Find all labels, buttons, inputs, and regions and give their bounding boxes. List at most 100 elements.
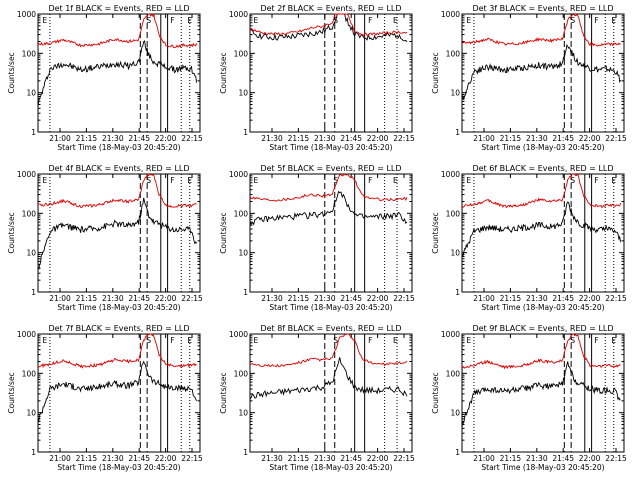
x-tick-label: 21:15 (76, 294, 98, 303)
plot-frame (37, 173, 201, 293)
x-tick-label: 21:15 (500, 134, 522, 143)
y-tick-label: 1 (31, 128, 36, 137)
x-tick-label: 21:45 (552, 294, 574, 303)
interval-marker-label: F (170, 336, 174, 345)
panel-4: Det 4f BLACK = Events, RED = LLD 1 10 100 10… (7, 164, 203, 312)
panel-5: Det 5f BLACK = Events, RED = LLD 1 10 100 10… (219, 164, 415, 312)
x-axis-label: Start Time (18-May-03 20:45:20) (481, 463, 604, 472)
panel-title: Det 9f BLACK = Events, RED = LLD (472, 324, 613, 333)
plot-frame (461, 173, 625, 293)
panel-3: Det 3f BLACK = Events, RED = LLD 1 10 100 10… (431, 4, 627, 152)
interval-marker-label: E (466, 16, 471, 25)
x-axis-label: Start Time (18-May-03 20:45:20) (269, 303, 392, 312)
y-tick-label: 1000 (441, 330, 460, 339)
interval-marker-label: E (393, 336, 398, 345)
x-tick-label: 22:00 (367, 134, 389, 143)
y-tick-label: 1 (455, 288, 460, 297)
interval-marker-label: S (333, 176, 338, 185)
lld-series-line (249, 173, 408, 202)
y-axis-label: Counts/sec (431, 52, 440, 93)
events-series-line (37, 197, 197, 270)
y-tick-label: 1000 (441, 10, 460, 19)
events-series-line (461, 43, 621, 101)
interval-marker-label: F (368, 16, 372, 25)
x-tick-label: 21:30 (314, 134, 336, 143)
interval-marker-label: E (42, 16, 47, 25)
interval-marker-label: E (253, 176, 258, 185)
x-tick-label: 21:15 (500, 294, 522, 303)
x-tick-label: 22:15 (181, 294, 203, 303)
x-axis-label: Start Time (18-May-03 20:45:20) (57, 463, 180, 472)
lld-series-line (37, 173, 197, 208)
events-series-line (37, 40, 198, 108)
y-tick-label: 1000 (229, 330, 248, 339)
y-tick-label: 1 (31, 448, 36, 457)
interval-marker-label: F (368, 176, 372, 185)
y-tick-label: 10 (450, 89, 460, 98)
y-tick-label: 100 (446, 49, 461, 58)
panel-8: Det 8f BLACK = Events, RED = LLD 1 10 100 10… (219, 324, 415, 472)
interval-marker-label: F (170, 16, 174, 25)
x-tick-label: 22:00 (367, 294, 389, 303)
plot-frame (249, 173, 413, 293)
x-tick-label: 22:15 (181, 454, 203, 463)
x-tick-label: 21:00 (473, 134, 495, 143)
events-series-line (461, 361, 621, 428)
interval-marker-label: E (42, 336, 47, 345)
y-tick-label: 100 (234, 209, 249, 218)
interval-marker-label: E (187, 176, 192, 185)
y-axis-label: Counts/sec (219, 372, 228, 413)
interval-marker-label: F (368, 336, 372, 345)
panel-title: Det 3f BLACK = Events, RED = LLD (472, 4, 613, 13)
events-series-line (249, 13, 408, 43)
x-tick-label: 22:00 (155, 134, 177, 143)
panel-title: Det 4f BLACK = Events, RED = LLD (48, 164, 189, 173)
panel-6: Det 6f BLACK = Events, RED = LLD 1 10 100 10… (431, 164, 627, 312)
plot-frame (249, 13, 413, 133)
panel-9: Det 9f BLACK = Events, RED = LLD 1 10 100 10… (431, 324, 627, 472)
x-tick-label: 21:30 (261, 454, 283, 463)
x-tick-label: 22:15 (605, 454, 627, 463)
y-tick-label: 1000 (17, 10, 36, 19)
y-tick-label: 100 (22, 369, 37, 378)
panel-title: Det 8f BLACK = Events, RED = LLD (260, 324, 401, 333)
y-tick-label: 100 (234, 49, 249, 58)
x-axis-label: Start Time (18-May-03 20:45:20) (57, 303, 180, 312)
x-tick-label: 21:45 (340, 294, 362, 303)
x-tick-label: 21:00 (473, 294, 495, 303)
y-tick-label: 10 (26, 89, 36, 98)
x-tick-label: 22:00 (367, 454, 389, 463)
lld-series-line (249, 13, 408, 37)
x-axis-label: Start Time (18-May-03 20:45:20) (57, 143, 180, 152)
interval-marker-label: F (594, 16, 598, 25)
y-tick-label: 10 (26, 249, 36, 258)
x-tick-label: 21:45 (128, 294, 150, 303)
x-tick-label: 22:15 (393, 134, 415, 143)
interval-marker-label: E (187, 16, 192, 25)
interval-marker-label: S (570, 16, 575, 25)
x-tick-label: 21:45 (128, 454, 150, 463)
x-tick-label: 21:15 (288, 294, 310, 303)
interval-marker-label: E (42, 176, 47, 185)
x-tick-label: 21:45 (552, 454, 574, 463)
interval-marker-label: E (393, 16, 398, 25)
y-tick-label: 100 (446, 369, 461, 378)
interval-marker-label: S (146, 16, 151, 25)
x-tick-label: 22:15 (393, 294, 415, 303)
y-tick-label: 10 (450, 409, 460, 418)
plot-frame (461, 13, 625, 133)
y-tick-label: 100 (22, 209, 37, 218)
y-tick-label: 1000 (17, 330, 36, 339)
interval-marker-label: S (146, 336, 151, 345)
lld-series-line (461, 173, 622, 209)
events-series-line (249, 190, 408, 226)
y-tick-label: 1 (455, 448, 460, 457)
panel-title: Det 5f BLACK = Events, RED = LLD (260, 164, 401, 173)
y-tick-label: 1 (243, 128, 248, 137)
interval-marker-label: E (253, 336, 258, 345)
lld-series-line (249, 333, 408, 368)
x-tick-label: 21:30 (526, 134, 548, 143)
y-axis-label: Counts/sec (7, 212, 16, 253)
y-tick-label: 100 (234, 369, 249, 378)
x-tick-label: 21:00 (473, 454, 495, 463)
